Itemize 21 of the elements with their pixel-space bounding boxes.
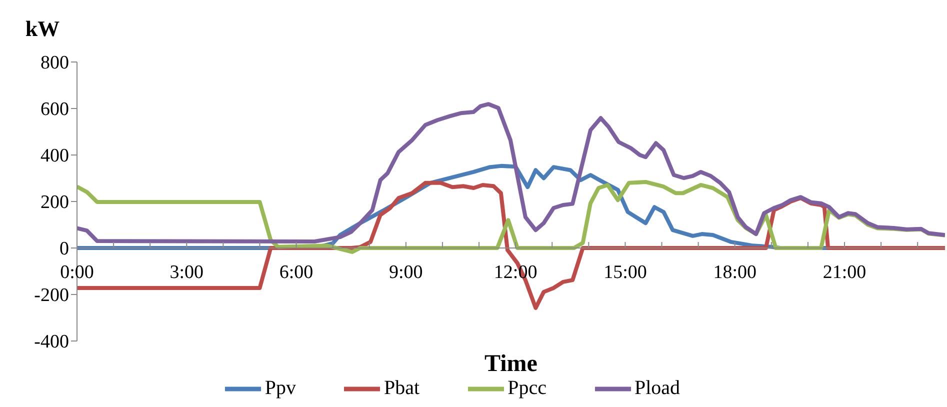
line-series <box>77 102 945 244</box>
x-tick-label: 9:00 <box>389 262 423 283</box>
y-tick-label: -200 <box>34 285 69 306</box>
x-tick-label: 0:00 <box>60 262 94 283</box>
y-tick-label: 800 <box>40 52 69 74</box>
x-axis-title: Time <box>484 351 538 377</box>
x-tick-label: 21:00 <box>822 262 866 283</box>
y-tick-label: 400 <box>40 146 69 167</box>
x-tick-label: 18:00 <box>713 262 756 283</box>
legend-label: Pbat <box>384 376 420 399</box>
legend-label: Ppv <box>264 376 296 399</box>
x-tick-label: 3:00 <box>170 262 204 283</box>
x-tick-label: 15:00 <box>604 262 647 283</box>
y-tick-label: -400 <box>34 332 69 353</box>
legend-label: Pload <box>634 376 680 399</box>
y-tick-label: 600 <box>40 99 69 120</box>
x-tick-label: 6:00 <box>279 262 314 283</box>
y-tick-label: 200 <box>40 192 69 214</box>
legend-label: Ppcc <box>508 376 546 399</box>
y-tick-label: 0 <box>60 238 69 260</box>
y-axis-title: kW <box>25 16 60 41</box>
